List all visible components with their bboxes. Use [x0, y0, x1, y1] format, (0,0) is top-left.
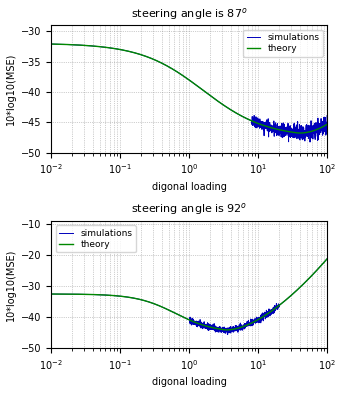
simulations [81, 43, 85, 48]
theory [225, 327, 229, 332]
simulations [49, 292, 53, 296]
simulations [97, 292, 101, 297]
theory [97, 292, 101, 297]
simulations [81, 292, 85, 297]
simulations [325, 129, 329, 134]
theory [325, 122, 329, 127]
theory [325, 256, 329, 261]
Line: theory: theory [51, 44, 327, 133]
theory [49, 292, 53, 296]
simulations [325, 256, 329, 261]
Line: simulations: simulations [51, 44, 327, 142]
simulations [320, 262, 324, 267]
theory [81, 292, 85, 297]
theory [298, 131, 302, 136]
simulations [155, 59, 159, 63]
Y-axis label: 10*log10(MSE): 10*log10(MSE) [5, 248, 15, 321]
simulations [97, 44, 101, 49]
simulations [290, 130, 294, 135]
theory [81, 43, 85, 48]
theory [320, 125, 324, 129]
Legend: simulations, theory: simulations, theory [56, 226, 136, 252]
Y-axis label: 10*log10(MSE): 10*log10(MSE) [5, 53, 15, 125]
theory [167, 308, 171, 312]
theory [320, 262, 324, 267]
Line: simulations: simulations [51, 259, 327, 334]
simulations [308, 140, 312, 144]
Line: theory: theory [51, 259, 327, 330]
simulations [290, 292, 294, 297]
theory [155, 59, 159, 63]
theory [49, 42, 53, 46]
Legend: simulations, theory: simulations, theory [243, 29, 323, 57]
simulations [167, 308, 171, 312]
X-axis label: digonal loading: digonal loading [152, 182, 227, 192]
X-axis label: digonal loading: digonal loading [152, 377, 227, 387]
simulations [49, 42, 53, 46]
simulations [320, 123, 324, 128]
theory [167, 65, 171, 70]
simulations [167, 65, 171, 70]
simulations [226, 332, 230, 337]
theory [290, 130, 294, 134]
Title: steering angle is 87$^o$: steering angle is 87$^o$ [131, 6, 248, 22]
theory [155, 303, 159, 307]
theory [97, 44, 101, 49]
Title: steering angle is 92$^o$: steering angle is 92$^o$ [131, 201, 248, 217]
theory [290, 292, 294, 297]
simulations [155, 303, 159, 307]
